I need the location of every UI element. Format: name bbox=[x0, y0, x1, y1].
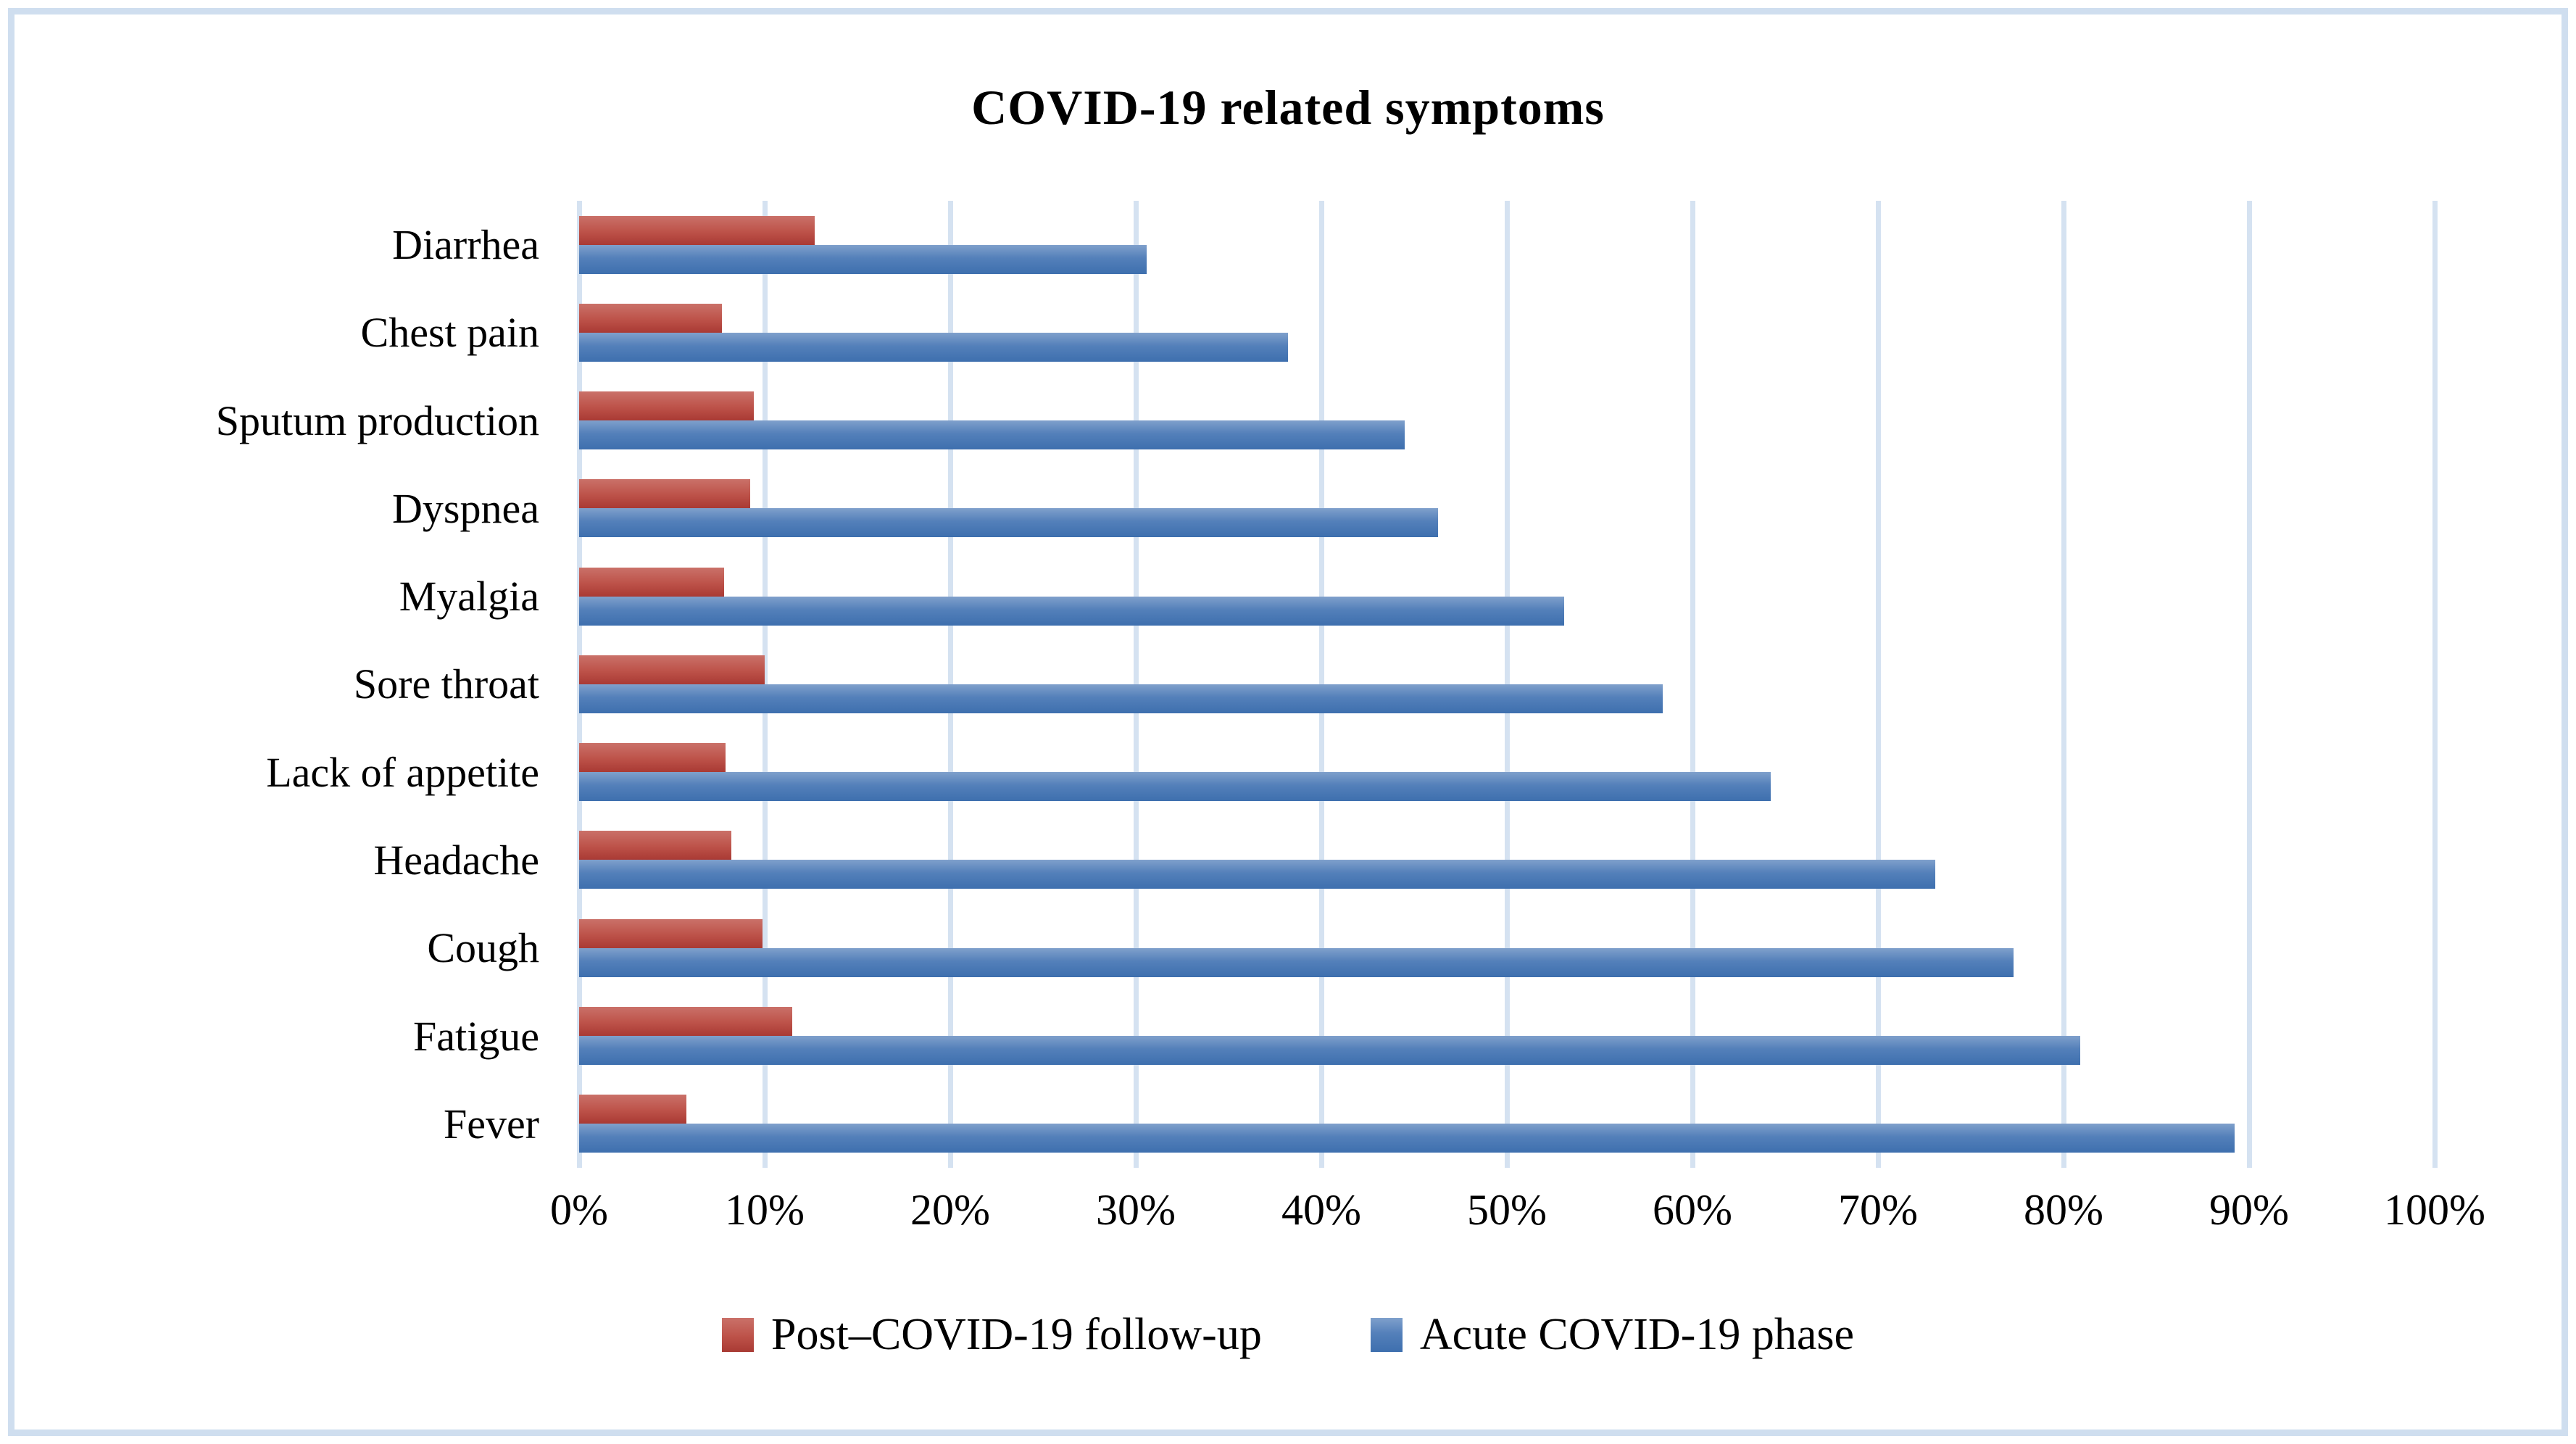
category-label: Chest pain bbox=[360, 309, 539, 357]
x-axis: 0% 10% 20% 30% 40% 50% 60% 70% 80% 90% 100% bbox=[550, 1168, 2485, 1255]
category-band bbox=[579, 1080, 2435, 1168]
legend: Post–COVID-19 follow-up Acute COVID-19 p… bbox=[14, 1298, 2562, 1371]
bar-post-covid-followup bbox=[579, 567, 724, 597]
category-band bbox=[579, 729, 2435, 816]
category-label: Sputum production bbox=[215, 397, 539, 444]
legend-label-followup: Post–COVID-19 follow-up bbox=[771, 1309, 1262, 1359]
category-label: Myalgia bbox=[399, 573, 539, 621]
x-tick-label: 60% bbox=[1653, 1186, 1732, 1234]
bar-acute-covid-phase bbox=[579, 1036, 2081, 1066]
chart-figure: COVID-19 related symptoms Diarrhea Chest … bbox=[8, 8, 2568, 1436]
plot-area bbox=[576, 201, 2438, 1168]
x-tick-label: 30% bbox=[1096, 1186, 1176, 1234]
x-tick-label: 0% bbox=[550, 1186, 608, 1234]
title-row: COVID-19 related symptoms bbox=[14, 14, 2562, 201]
bar-acute-covid-phase bbox=[579, 332, 1288, 362]
bar-post-covid-followup bbox=[579, 303, 723, 333]
chart-title: COVID-19 related symptoms bbox=[971, 80, 1605, 135]
legend-swatch-followup bbox=[722, 1317, 754, 1352]
bar-post-covid-followup bbox=[579, 655, 765, 684]
x-tick-label: 50% bbox=[1467, 1186, 1547, 1234]
bar-acute-covid-phase bbox=[579, 1124, 2235, 1153]
category-label: Fatigue bbox=[413, 1012, 539, 1060]
x-tick-label: 70% bbox=[1838, 1186, 1918, 1234]
bar-post-covid-followup bbox=[579, 479, 750, 509]
bar-post-covid-followup bbox=[579, 1007, 793, 1037]
x-tick-label: 10% bbox=[725, 1186, 805, 1234]
bar-post-covid-followup bbox=[579, 391, 754, 421]
bar-acute-covid-phase bbox=[579, 508, 1439, 538]
category-band bbox=[579, 289, 2435, 376]
category-label: Lack of appetite bbox=[266, 748, 539, 796]
bar-post-covid-followup bbox=[579, 215, 815, 245]
gridline bbox=[2432, 201, 2438, 1168]
gridline bbox=[2061, 201, 2066, 1168]
category-label: Diarrhea bbox=[392, 221, 539, 269]
category-band bbox=[579, 816, 2435, 904]
bar-post-covid-followup bbox=[579, 743, 726, 773]
plot-column: 0% 10% 20% 30% 40% 50% 60% 70% 80% 90% 100% bbox=[550, 201, 2485, 1255]
category-band bbox=[579, 201, 2435, 289]
bar-acute-covid-phase bbox=[579, 772, 1771, 802]
bar-acute-covid-phase bbox=[579, 596, 1565, 626]
bar-acute-covid-phase bbox=[579, 420, 1405, 450]
x-tick-label: 40% bbox=[1281, 1186, 1361, 1234]
category-band bbox=[579, 992, 2435, 1079]
bar-acute-covid-phase bbox=[579, 244, 1147, 274]
chart-body: Diarrhea Chest pain Sputum production Dyspn… bbox=[14, 201, 2562, 1255]
gridline bbox=[1690, 201, 1695, 1168]
bar-acute-covid-phase bbox=[579, 684, 1663, 713]
category-band bbox=[579, 552, 2435, 640]
bar-acute-covid-phase bbox=[579, 860, 1936, 889]
category-label: Fever bbox=[443, 1100, 539, 1148]
category-band bbox=[579, 904, 2435, 992]
gridline bbox=[2246, 201, 2252, 1168]
legend-swatch-acute bbox=[1370, 1317, 1403, 1352]
x-tick-label: 20% bbox=[910, 1186, 990, 1234]
category-label: Cough bbox=[427, 924, 539, 972]
category-label: Headache bbox=[373, 836, 539, 884]
gridline bbox=[1875, 201, 1881, 1168]
category-label: Sore throat bbox=[353, 660, 539, 708]
category-band bbox=[579, 465, 2435, 552]
category-label: Dyspnea bbox=[392, 484, 539, 532]
legend-item-acute: Acute COVID-19 phase bbox=[1370, 1309, 1854, 1361]
x-tick-label: 80% bbox=[2024, 1186, 2103, 1234]
category-band bbox=[579, 377, 2435, 465]
bar-post-covid-followup bbox=[579, 918, 763, 948]
legend-item-followup: Post–COVID-19 follow-up bbox=[722, 1309, 1262, 1361]
bar-post-covid-followup bbox=[579, 1095, 687, 1124]
bar-post-covid-followup bbox=[579, 831, 731, 860]
x-tick-label: 100% bbox=[2384, 1186, 2485, 1234]
legend-label-acute: Acute COVID-19 phase bbox=[1419, 1309, 1854, 1359]
x-tick-label: 90% bbox=[2209, 1186, 2289, 1234]
category-axis: Diarrhea Chest pain Sputum production Dyspn… bbox=[14, 201, 579, 1168]
bar-acute-covid-phase bbox=[579, 947, 2014, 977]
category-band bbox=[579, 640, 2435, 728]
